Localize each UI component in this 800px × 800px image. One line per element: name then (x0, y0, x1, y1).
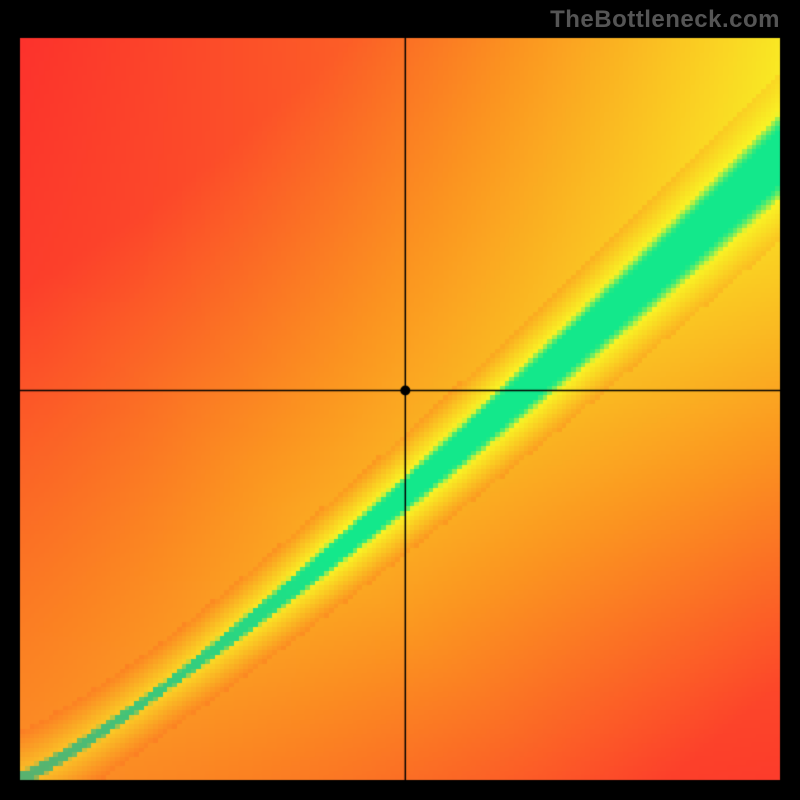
bottleneck-heatmap-canvas (0, 0, 800, 800)
chart-container: { "watermark": "TheBottleneck.com", "can… (0, 0, 800, 800)
watermark-text: TheBottleneck.com (550, 6, 780, 34)
